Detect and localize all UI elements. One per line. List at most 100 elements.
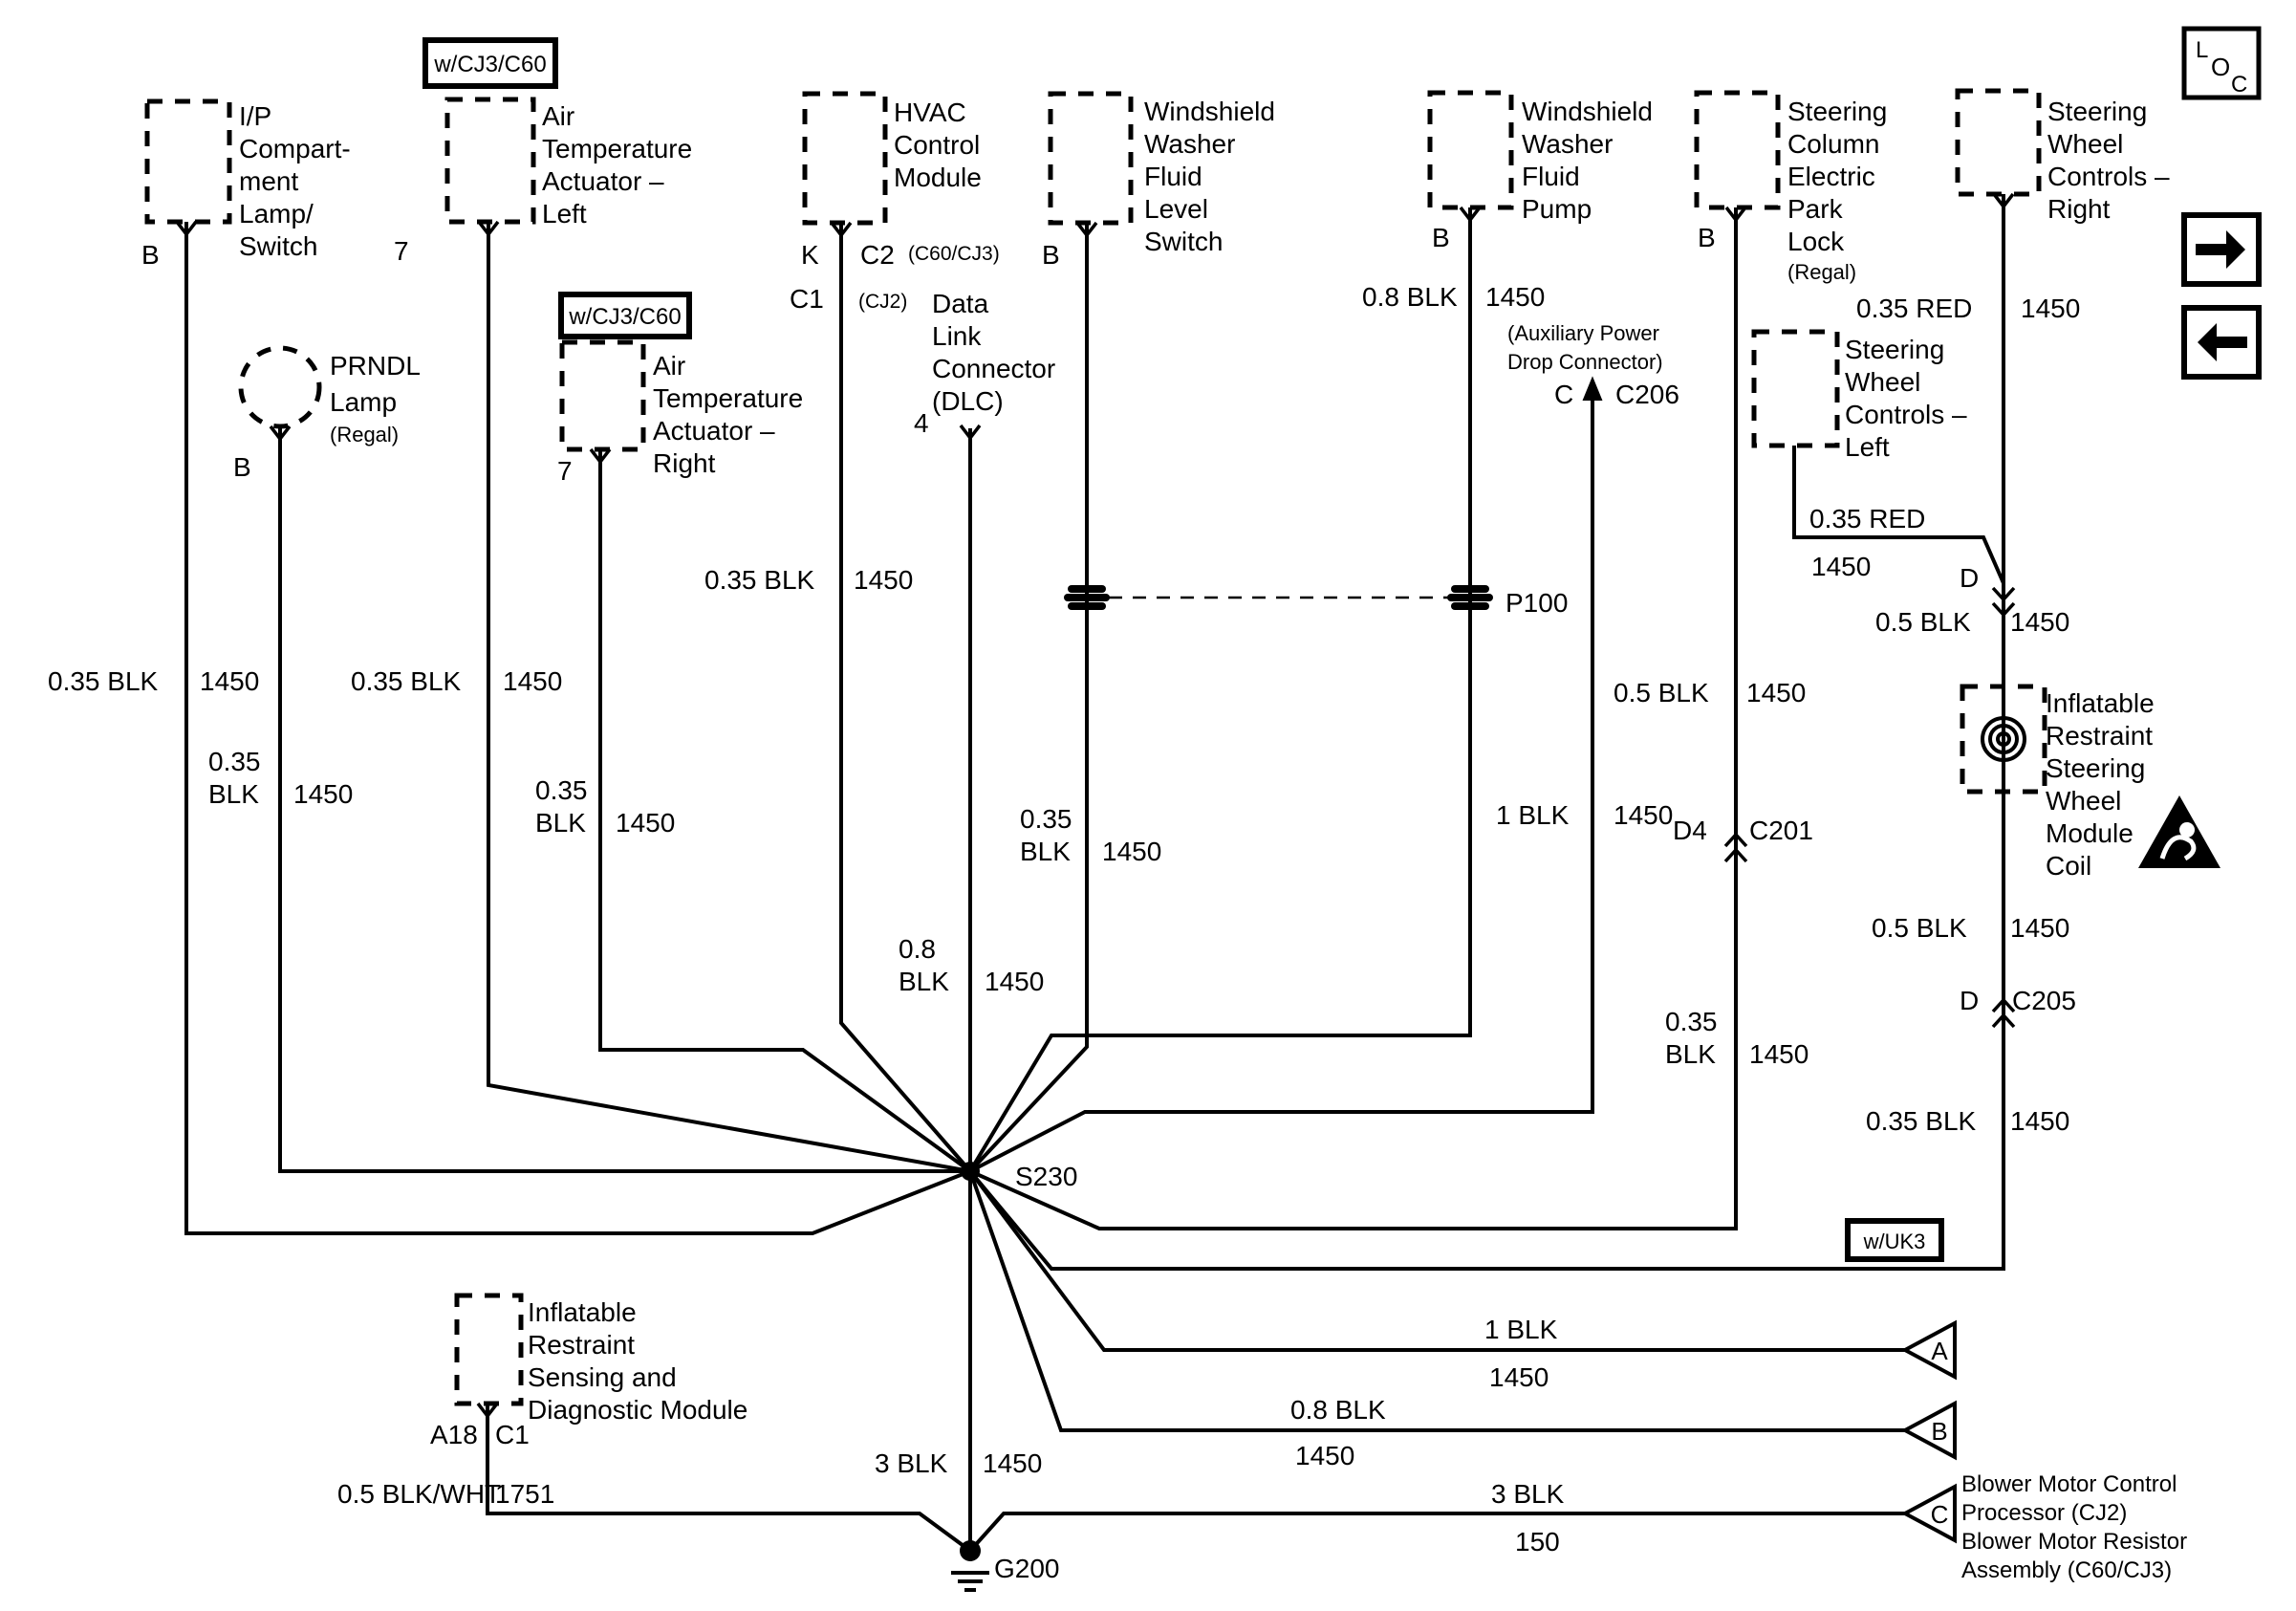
label-0-5-blk: 0.5 BLK: [1614, 678, 1709, 708]
label-blk: BLK: [1665, 1039, 1716, 1069]
pin-parklock-b: [1724, 206, 1747, 223]
label-0-8-blk: 0.8 BLK: [1362, 282, 1458, 312]
label-right: Right: [2047, 194, 2111, 224]
label-level: Level: [1144, 194, 1208, 224]
option-tag-uk3: [1845, 1218, 1944, 1262]
washer-fluid-level-switch: [1048, 91, 1134, 226]
option-tag-cj3c60-left: [422, 37, 558, 89]
label-7: 7: [557, 456, 573, 486]
label-column: Column: [1787, 129, 1879, 159]
label-temperature: Temperature: [653, 383, 803, 413]
label-0-35-blk: 0.35 BLK: [351, 666, 462, 696]
label-sensing-and: Sensing and: [528, 1362, 677, 1392]
prndl-lamp: [238, 345, 322, 429]
label-cj2: (CJ2): [858, 291, 907, 313]
hvac-control-module: [802, 91, 888, 226]
label-1-blk: 1 BLK: [1496, 800, 1570, 830]
air-temp-actuator-left-ground-wire: [487, 222, 971, 1173]
label-1450: 1450: [854, 565, 913, 595]
label-left: Left: [542, 199, 587, 229]
c206-aux-power-ground-wire: [969, 381, 1594, 1173]
option-tag-cj3c60-right: [558, 292, 692, 339]
label-0-5-blk-wht: 0.5 BLK/WHT: [337, 1479, 501, 1509]
label-blk: BLK: [899, 967, 949, 996]
label-150: 150: [1515, 1527, 1560, 1557]
label-1450: 1450: [2021, 294, 2080, 323]
p100-grommet-right-bot: [1451, 602, 1489, 610]
label-k: K: [801, 240, 819, 270]
label-blk: BLK: [535, 808, 586, 838]
label-0-35: 0.35: [535, 775, 588, 805]
pin-wwfls-b: [1075, 221, 1098, 238]
steering-column-park-lock-ground-wire: [969, 207, 1738, 1230]
label-3-blk: 3 BLK: [875, 1448, 948, 1478]
prev-page-button[interactable]: [2181, 305, 2262, 380]
coil-spiral-icon-0: [1981, 716, 2026, 762]
connector-c205: [1991, 997, 2016, 1013]
label-0-5-blk: 0.5 BLK: [1875, 607, 1971, 637]
steering-column-park-lock: [1694, 90, 1781, 210]
label-left: Left: [1845, 432, 1890, 462]
label-b: B: [233, 452, 251, 482]
label-0-8: 0.8: [899, 934, 936, 964]
label-s230: S230: [1015, 1162, 1077, 1191]
label-blower-motor-resistor: Blower Motor Resistor: [1961, 1529, 2187, 1555]
next-page-button[interactable]: [2181, 212, 2262, 287]
label-actuator: Actuator –: [653, 416, 775, 446]
c240-ground-wire: [968, 1169, 1905, 1352]
label-1450: 1450: [200, 666, 259, 696]
label-7: 7: [394, 236, 409, 266]
steering-wheel-controls-left: [1751, 329, 1840, 448]
label-actuator: Actuator –: [542, 166, 664, 196]
washer-fluid-level-switch-ground-wire: [968, 223, 1089, 1173]
label-1450: 1450: [1749, 1039, 1809, 1069]
label-d: D: [1960, 986, 1979, 1015]
label-control: Control: [894, 130, 980, 160]
p100-grommet-left-bot: [1068, 602, 1106, 610]
connector-c201-2: [1723, 847, 1748, 863]
pin-atl-7: [477, 220, 500, 237]
label-d4: D4: [1673, 816, 1707, 845]
label-p100: P100: [1505, 588, 1568, 618]
label-1450: 1450: [503, 666, 562, 696]
label-1450: 1450: [1485, 282, 1545, 312]
label-4: 4: [914, 408, 929, 438]
washer-fluid-pump: [1427, 90, 1514, 210]
label-steering: Steering: [1787, 97, 1887, 126]
loc-button-letter-0: L: [2196, 37, 2208, 63]
label-diagnostic-module: Diagnostic Module: [528, 1395, 747, 1425]
label-inflatable: Inflatable: [528, 1297, 637, 1327]
c242-ground-wire: [968, 1170, 1905, 1432]
connector-c242-letter: B: [1931, 1417, 1947, 1446]
label-0-35: 0.35: [208, 747, 261, 776]
pin-atr-7: [589, 447, 612, 465]
label-auxiliary-power: (Auxiliary Power: [1507, 321, 1659, 345]
label-c205: C205: [2012, 986, 2076, 1015]
label-restraint: Restraint: [2046, 721, 2153, 751]
p100-grommet-left: [1068, 585, 1106, 593]
label-g200: G200: [994, 1554, 1060, 1583]
label-1450: 1450: [2010, 1106, 2069, 1136]
label-1450: 1450: [1614, 800, 1673, 830]
label-1450: 1450: [2010, 913, 2069, 943]
label-drop-connector: Drop Connector): [1507, 350, 1663, 374]
loc-button-letter-2: C: [2231, 72, 2247, 98]
label-blk: BLK: [1020, 837, 1071, 866]
label-0-35-blk: 0.35 BLK: [1866, 1106, 1977, 1136]
label-washer: Washer: [1522, 129, 1613, 159]
label-lock: Lock: [1787, 227, 1845, 256]
label-ment: ment: [239, 166, 298, 196]
sir-coil: [1960, 684, 2047, 795]
label-fluid: Fluid: [1522, 162, 1580, 191]
label-c60-cj3: (C60/CJ3): [908, 243, 1000, 265]
label-0-35-blk: 0.35 BLK: [704, 565, 815, 595]
loc-button[interactable]: [2181, 26, 2262, 100]
sir-warning-triangle-icon: [2138, 795, 2220, 868]
label-windshield: Windshield: [1522, 97, 1653, 126]
steering-wheel-controls-right: [1955, 88, 2042, 197]
label-1450: 1450: [1746, 678, 1806, 708]
c243-blower-ground-wire: [968, 1512, 1905, 1553]
label-link: Link: [932, 321, 982, 351]
air-temp-actuator-left: [444, 97, 536, 225]
